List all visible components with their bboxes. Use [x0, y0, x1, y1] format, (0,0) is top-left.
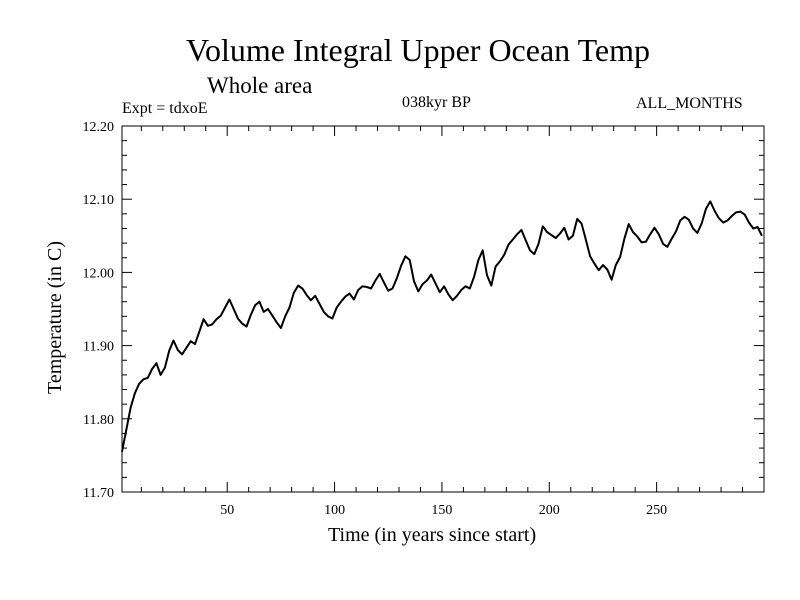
y-tick-label: 11.70 — [83, 486, 114, 501]
y-tick-label: 12.20 — [83, 120, 115, 135]
y-tick-label: 11.90 — [83, 340, 114, 355]
plot-frame — [121, 125, 765, 493]
period-label: 038kyr BP — [402, 94, 471, 111]
x-axis-label: Time (in years since start) — [328, 524, 537, 546]
y-tick-label: 12.10 — [83, 193, 115, 208]
chart-subtitle: Whole area — [207, 73, 313, 98]
x-tick-label: 250 — [646, 503, 667, 518]
experiment-label: Expt = tdxoE — [122, 100, 208, 117]
x-tick-label: 100 — [324, 503, 345, 518]
x-tick-label: 50 — [220, 503, 234, 518]
series-line — [121, 200, 763, 452]
x-tick-label: 200 — [539, 503, 560, 518]
y-tick-label: 11.80 — [83, 413, 114, 428]
months-label: ALL_MONTHS — [636, 95, 743, 112]
y-tick-label: 12.00 — [83, 266, 115, 281]
chart-title: Volume Integral Upper Ocean Temp — [186, 32, 650, 68]
x-tick-label: 150 — [431, 503, 452, 518]
